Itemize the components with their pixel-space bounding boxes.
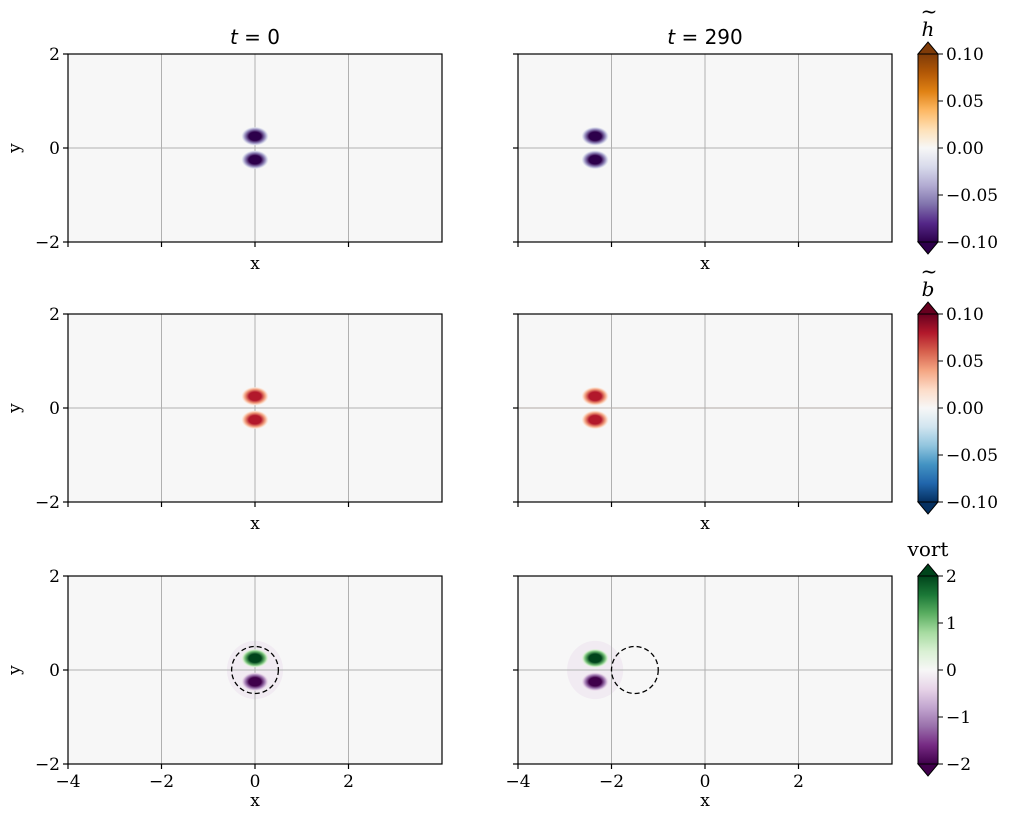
panel-h_tilde-t0: x −2 0 2 y t = 0 — [5, 25, 443, 274]
colorbar-h_tilde: 0.10 0.05 0.00 −0.05 −0.10 h~ — [916, 0, 998, 255]
y-axis-label: y — [5, 143, 25, 154]
y-tick-label: −2 — [35, 233, 60, 253]
colorbar-gradient — [918, 576, 938, 764]
x-axis-label: x — [700, 791, 710, 811]
colorbar-tick-label: 0.00 — [946, 139, 984, 159]
colorbar-tick-label: −0.10 — [946, 493, 998, 513]
colorbar-gradient — [918, 54, 938, 242]
x-tick-label: −4 — [505, 772, 530, 792]
y-axis-label: y — [5, 665, 25, 676]
blob-upper — [581, 126, 609, 146]
y-tick-label: 2 — [49, 567, 60, 587]
colorbar-tick-label: −0.10 — [946, 233, 998, 253]
blob-upper — [241, 648, 269, 668]
colorbar-label: h — [922, 17, 935, 41]
colorbar-extend-min — [916, 501, 940, 515]
x-axis-label: x — [250, 254, 260, 274]
x-tick-label: 2 — [793, 772, 804, 792]
column-title: t = 0 — [230, 25, 280, 49]
colorbar-tick-label: 0.10 — [946, 305, 984, 325]
colorbar-label-tilde: ~ — [921, 259, 938, 283]
x-axis-label: x — [700, 514, 710, 534]
blob-upper — [581, 648, 609, 668]
y-tick-label: −2 — [35, 493, 60, 513]
colorbar-extend-max — [916, 41, 940, 55]
y-axis-label: y — [5, 403, 25, 414]
x-axis-label: x — [250, 791, 260, 811]
y-tick-label: 2 — [49, 45, 60, 65]
y-tick-label: 2 — [49, 305, 60, 325]
dashed-circle — [230, 645, 280, 695]
x-tick-label: −2 — [149, 772, 174, 792]
y-tick-label: 0 — [49, 399, 60, 419]
dashed-circle — [610, 645, 659, 695]
x-tick-label: −4 — [55, 772, 80, 792]
panel-h_tilde-t290: x t = 290 — [513, 25, 893, 274]
colorbar-extend-min — [916, 241, 940, 255]
y-tick-label: 0 — [49, 139, 60, 159]
blob-lower — [581, 150, 609, 170]
colorbar-tick-label: −1 — [946, 708, 971, 728]
colorbar-tick-label: −2 — [946, 755, 971, 775]
blob-upper — [241, 126, 269, 146]
colorbars: 0.100.050.00−0.05−0.10h~0.100.050.00−0.0… — [907, 0, 998, 777]
column-title-var: t — [667, 25, 676, 49]
y-tick-label: −2 — [35, 755, 60, 775]
colorbar-vort: 2 1 0 −1 −2 vort — [907, 537, 971, 777]
column-title-var: t — [230, 25, 239, 49]
x-tick-label: −2 — [599, 772, 624, 792]
column-title-value: = 0 — [238, 25, 280, 49]
colorbar-tick-label: 1 — [946, 614, 957, 634]
colorbar-label: vort — [907, 537, 949, 561]
blob-upper — [581, 386, 609, 406]
colorbar-tick-label: 0.00 — [946, 399, 984, 419]
blob-lower — [581, 672, 609, 692]
colorbar-tick-label: 0.05 — [946, 352, 984, 372]
colorbar-label: b — [922, 277, 935, 301]
x-axis-label: x — [700, 254, 710, 274]
colorbar-extend-max — [916, 301, 940, 315]
colorbar-tick-label: 0.05 — [946, 92, 984, 112]
colorbar-gradient — [918, 314, 938, 502]
colorbar-b_tilde: 0.10 0.05 0.00 −0.05 −0.10 b~ — [916, 259, 998, 515]
colorbar-label-tilde: ~ — [921, 0, 938, 23]
x-tick-label: 0 — [700, 772, 711, 792]
x-axis-label: x — [250, 514, 260, 534]
colorbar-tick-label: 2 — [946, 567, 957, 587]
column-title: t = 290 — [667, 25, 743, 49]
colorbar-extend-min — [916, 763, 940, 777]
colorbar-tick-label: 0.10 — [946, 45, 984, 65]
blob-lower — [241, 672, 269, 692]
blob-lower — [241, 150, 269, 170]
colorbar-tick-label: 0 — [946, 661, 957, 681]
column-title-value: = 290 — [675, 25, 743, 49]
x-tick-label: 0 — [250, 772, 261, 792]
panel-b_tilde-t0: x −2 0 2 y — [5, 305, 443, 534]
blob-lower — [241, 410, 269, 430]
colorbar-tick-label: −0.05 — [946, 446, 998, 466]
x-tick-label: 2 — [343, 772, 354, 792]
colorbar-tick-label: −0.05 — [946, 186, 998, 206]
panel-vort-t290: −4 −2 0 2 x — [505, 575, 893, 811]
y-tick-label: 0 — [49, 661, 60, 681]
blob-lower — [581, 410, 609, 430]
colorbar-extend-max — [916, 563, 940, 577]
blob-upper — [241, 386, 269, 406]
panel-b_tilde-t290: x — [513, 313, 893, 534]
